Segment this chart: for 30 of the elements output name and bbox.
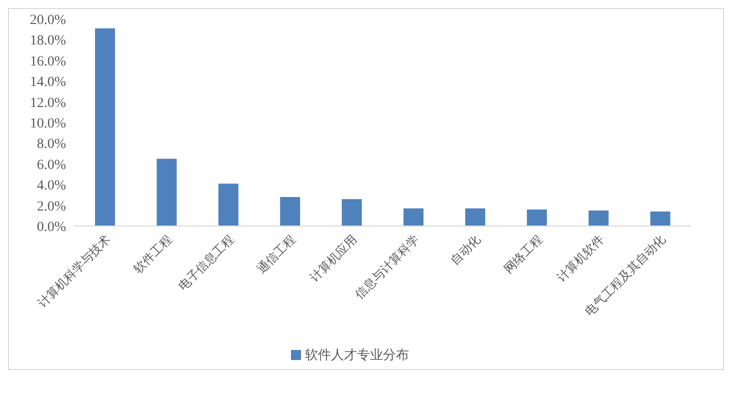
- x-tick-label: 通信工程: [254, 232, 298, 276]
- x-tick-label: 计算机软件: [554, 232, 607, 285]
- x-tick-label: 计算机科学与技术: [35, 232, 113, 310]
- y-tick-label: 14.0%: [30, 75, 66, 90]
- x-tick-label: 网络工程: [501, 232, 545, 276]
- y-tick-label: 12.0%: [30, 96, 66, 111]
- y-tick-label: 0.0%: [36, 220, 66, 235]
- y-tick-label: 16.0%: [30, 54, 66, 70]
- bar: [156, 158, 177, 226]
- x-tick-label: 自动化: [448, 232, 484, 268]
- y-tick-label: 2.0%: [36, 199, 66, 214]
- y-tick-label: 10.0%: [30, 116, 66, 132]
- y-tick-label: 4.0%: [36, 178, 66, 194]
- bar: [280, 197, 300, 226]
- y-tick-label: 20.0%: [30, 12, 66, 28]
- x-tick-label: 软件工程: [130, 232, 175, 276]
- bar: [465, 208, 486, 226]
- x-tick-label: 计算机应用: [307, 232, 360, 285]
- x-tick-label: 电子信息工程: [176, 232, 236, 294]
- y-tick-label: 6.0%: [36, 158, 66, 173]
- y-tick-label: 18.0%: [30, 34, 66, 49]
- bar: [404, 208, 424, 226]
- bar: [526, 209, 547, 226]
- bar: [342, 199, 362, 226]
- bar: [650, 212, 670, 226]
- bar: [588, 210, 609, 226]
- y-tick-label: 8.0%: [36, 137, 66, 152]
- legend-label: 软件人才专业分布: [305, 348, 409, 363]
- bar: [95, 28, 115, 226]
- bar: [218, 184, 238, 226]
